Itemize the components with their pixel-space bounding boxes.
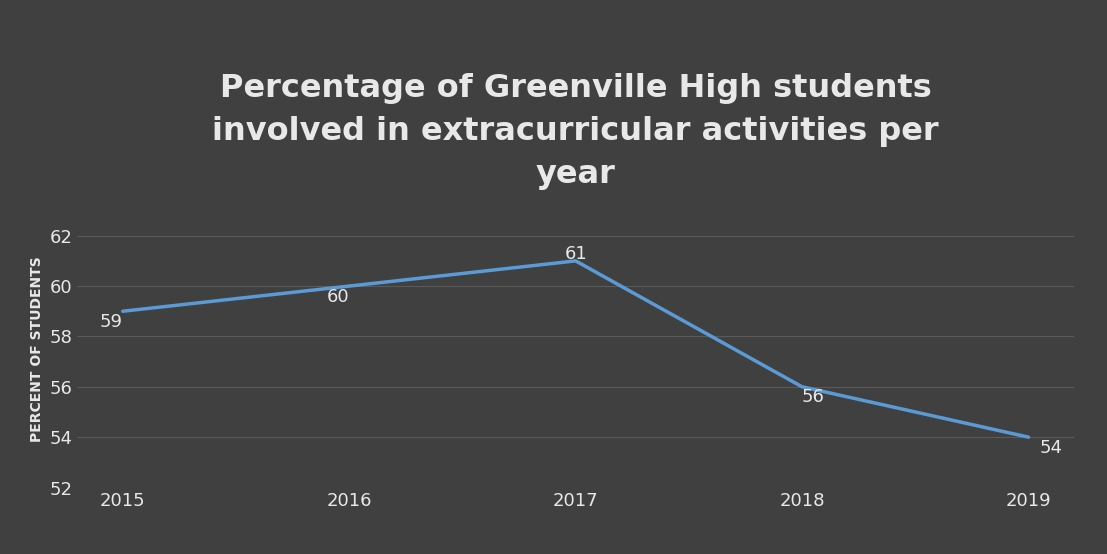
- Text: 60: 60: [327, 288, 349, 306]
- Title: Percentage of Greenville High students
involved in extracurricular activities pe: Percentage of Greenville High students i…: [213, 73, 939, 189]
- Text: 56: 56: [801, 388, 825, 407]
- Text: 59: 59: [100, 313, 123, 331]
- Text: 54: 54: [1039, 439, 1063, 456]
- Y-axis label: PERCENT OF STUDENTS: PERCENT OF STUDENTS: [30, 256, 44, 442]
- Text: 61: 61: [565, 245, 587, 263]
